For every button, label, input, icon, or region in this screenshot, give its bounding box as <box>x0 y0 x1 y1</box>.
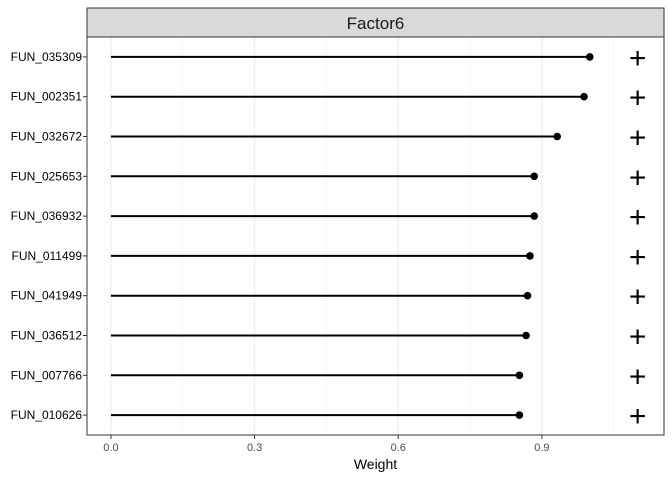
y-tick-label: FUN_007766 <box>11 368 83 382</box>
x-tick-label: 0.0 <box>103 442 118 454</box>
y-tick-label: FUN_032672 <box>11 130 83 144</box>
sign-label: + <box>629 82 647 115</box>
y-tick-label: FUN_010626 <box>11 408 83 422</box>
sign-label: + <box>629 400 647 433</box>
y-tick-label: FUN_036512 <box>11 329 83 343</box>
panel-border <box>86 36 665 436</box>
x-tick-label: 0.3 <box>247 442 262 454</box>
lollipop-point <box>522 331 530 340</box>
sign-label: + <box>629 161 647 194</box>
sign-label: + <box>629 42 647 75</box>
sign-label: + <box>629 360 647 393</box>
x-tick-label: 0.9 <box>534 442 549 454</box>
y-tick-label: FUN_036932 <box>11 209 83 223</box>
lollipop-point <box>515 411 524 419</box>
y-tick-label: FUN_035309 <box>11 50 83 64</box>
facet-strip <box>86 7 665 38</box>
y-tick-label: FUN_002351 <box>11 90 83 104</box>
lollipop-point <box>526 252 534 260</box>
y-tick-label: FUN_041949 <box>11 289 83 303</box>
x-axis-label: Weight <box>354 456 397 472</box>
lollipop-point <box>523 291 532 300</box>
sign-label: + <box>629 281 647 314</box>
lollipop-point <box>553 132 562 141</box>
sign-label: + <box>629 241 647 274</box>
y-tick-label: FUN_011499 <box>12 249 83 263</box>
y-tick-label: FUN_025653 <box>11 169 83 183</box>
lollipop-point <box>530 212 539 220</box>
sign-label: + <box>629 122 647 155</box>
facet-title: Factor6 <box>347 14 405 33</box>
x-tick-label: 0.6 <box>391 442 406 454</box>
sign-label: + <box>629 201 647 234</box>
lollipop-point <box>530 172 539 181</box>
lollipop-point <box>580 92 588 101</box>
lollipop-point <box>515 371 524 380</box>
lollipop-point <box>585 53 594 61</box>
sign-label: + <box>629 321 647 354</box>
